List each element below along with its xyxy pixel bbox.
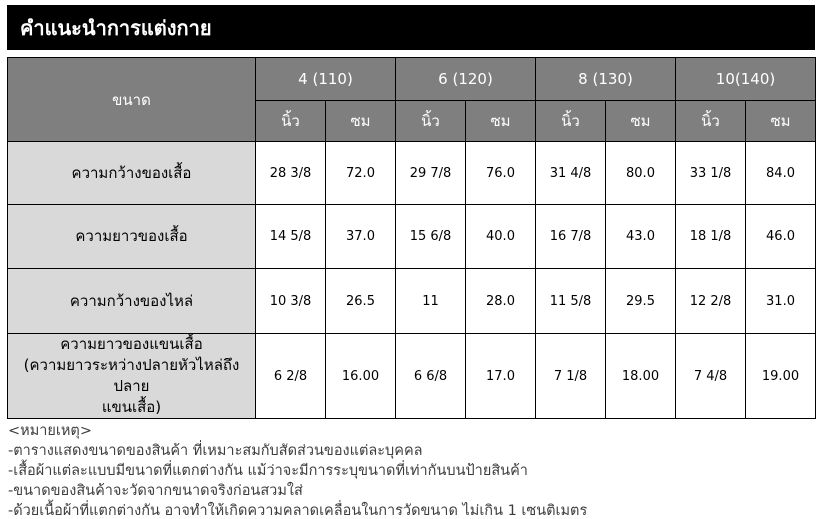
value-cell: 31.0 <box>744 268 817 334</box>
value-cell: 19.00 <box>744 333 817 419</box>
row-label-text: ความยาวของเสื้อ <box>75 227 188 245</box>
size-header-row: ขนาด 4 (110) 6 (120) 8 (130) 10(140) <box>7 57 817 142</box>
value-cell: 15 6/8 <box>395 204 466 269</box>
table-row-shirt-length: ความยาวของเสื้อ 14 5/8 37.0 15 6/8 40.0 … <box>7 204 817 269</box>
value-cell: 17.0 <box>465 333 536 419</box>
value-cell: 28.0 <box>465 268 536 334</box>
value-cell: 14 5/8 <box>255 204 326 269</box>
value-cell: 11 <box>395 268 466 334</box>
value-cell: 26.5 <box>325 268 396 334</box>
value-cell: 46.0 <box>744 204 817 269</box>
value-cell: 40.0 <box>465 204 536 269</box>
unit-header-inch: นิ้ว <box>535 100 606 142</box>
title-bar: คำแนะนำการแต่งกาย <box>7 5 815 50</box>
value-cell: 6 2/8 <box>255 333 326 419</box>
value-cell: 28 3/8 <box>255 141 326 205</box>
value-cell: 18 1/8 <box>675 204 746 269</box>
notes-heading: <หมายเหตุ> <box>8 423 92 439</box>
page-title: คำแนะนำการแต่งกาย <box>20 15 212 40</box>
value-cell: 29.5 <box>605 268 676 334</box>
size-header-8-130: 8 (130) <box>535 57 676 101</box>
size-header-6-120: 6 (120) <box>395 57 536 101</box>
value-cell: 6 6/8 <box>395 333 466 419</box>
note-line: -ขนาดของสินค้าจะวัดจากขนาดจริงก่อนสวมใส่ <box>8 483 303 499</box>
size-header-10-140: 10(140) <box>674 57 817 101</box>
row-label-text: ความกว้างของเสื้อ <box>71 163 192 182</box>
value-cell: 7 4/8 <box>675 333 746 419</box>
row-label: ความยาวของแขนเสื้อ (ความยาวระหว่างปลายหั… <box>7 333 256 419</box>
corner-header-cell: ขนาด <box>7 57 256 142</box>
row-label-text: ความยาวของแขนเสื้อ <box>60 335 203 353</box>
unit-header-inch: นิ้ว <box>675 100 746 142</box>
value-cell: 80.0 <box>605 141 676 205</box>
table-row-sleeve-length: ความยาวของแขนเสื้อ (ความยาวระหว่างปลายหั… <box>7 333 817 419</box>
note-line: -ตารางแสดงขนาดของสินค้า ที่เหมาะสมกับสัด… <box>8 443 423 459</box>
value-cell: 72.0 <box>325 141 396 205</box>
value-cell: 29 7/8 <box>395 141 466 205</box>
row-label-text: แขนเสื้อ) <box>101 398 162 416</box>
table-row-shoulder-width: ความกว้างของไหล่ 10 3/8 26.5 11 28.0 11 … <box>7 268 817 334</box>
table-row-shirt-width: ความกว้างของเสื้อ 28 3/8 72.0 29 7/8 76.… <box>7 141 817 205</box>
size-table: ขนาด 4 (110) 6 (120) 8 (130) 10(140) นิ้… <box>7 57 817 419</box>
value-cell: 31 4/8 <box>535 141 606 205</box>
value-cell: 18.00 <box>605 333 676 419</box>
unit-header-cm: ซม <box>605 100 676 142</box>
value-cell: 33 1/8 <box>675 141 746 205</box>
row-label: ความกว้างของเสื้อ <box>7 141 256 205</box>
row-label-text: (ความยาวระหว่างปลายหัวไหล่ถึงปลาย <box>23 356 240 395</box>
unit-header-cm: ซม <box>465 100 536 142</box>
value-cell: 16.00 <box>325 333 396 419</box>
size-header-4-110: 4 (110) <box>255 57 396 101</box>
unit-header-inch: นิ้ว <box>395 100 466 142</box>
notes-section: <หมายเหตุ> -ตารางแสดงขนาดของสินค้า ที่เห… <box>8 421 814 519</box>
value-cell: 16 7/8 <box>535 204 606 269</box>
unit-header-cm: ซม <box>744 100 817 142</box>
unit-header-inch: นิ้ว <box>255 100 326 142</box>
value-cell: 10 3/8 <box>255 268 326 334</box>
note-line: -เสื้อผ้าแต่ละแบบมีขนาดที่แตกต่างกัน แม้… <box>8 463 528 479</box>
value-cell: 84.0 <box>744 141 817 205</box>
unit-header-cm: ซม <box>325 100 396 142</box>
note-line: -ด้วยเนื้อผ้าที่แตกต่างกัน อาจทำให้เกิดค… <box>8 503 588 519</box>
row-label: ความยาวของเสื้อ <box>7 204 256 269</box>
row-label: ความกว้างของไหล่ <box>7 268 256 334</box>
value-cell: 12 2/8 <box>675 268 746 334</box>
value-cell: 7 1/8 <box>535 333 606 419</box>
row-label-text: ความกว้างของไหล่ <box>69 291 194 310</box>
unit-header-row: นิ้ว ซม นิ้ว ซม นิ้ว ซม นิ้ว ซม <box>8 100 817 142</box>
value-cell: 11 5/8 <box>535 268 606 334</box>
value-cell: 76.0 <box>465 141 536 205</box>
value-cell: 43.0 <box>605 204 676 269</box>
value-cell: 37.0 <box>325 204 396 269</box>
